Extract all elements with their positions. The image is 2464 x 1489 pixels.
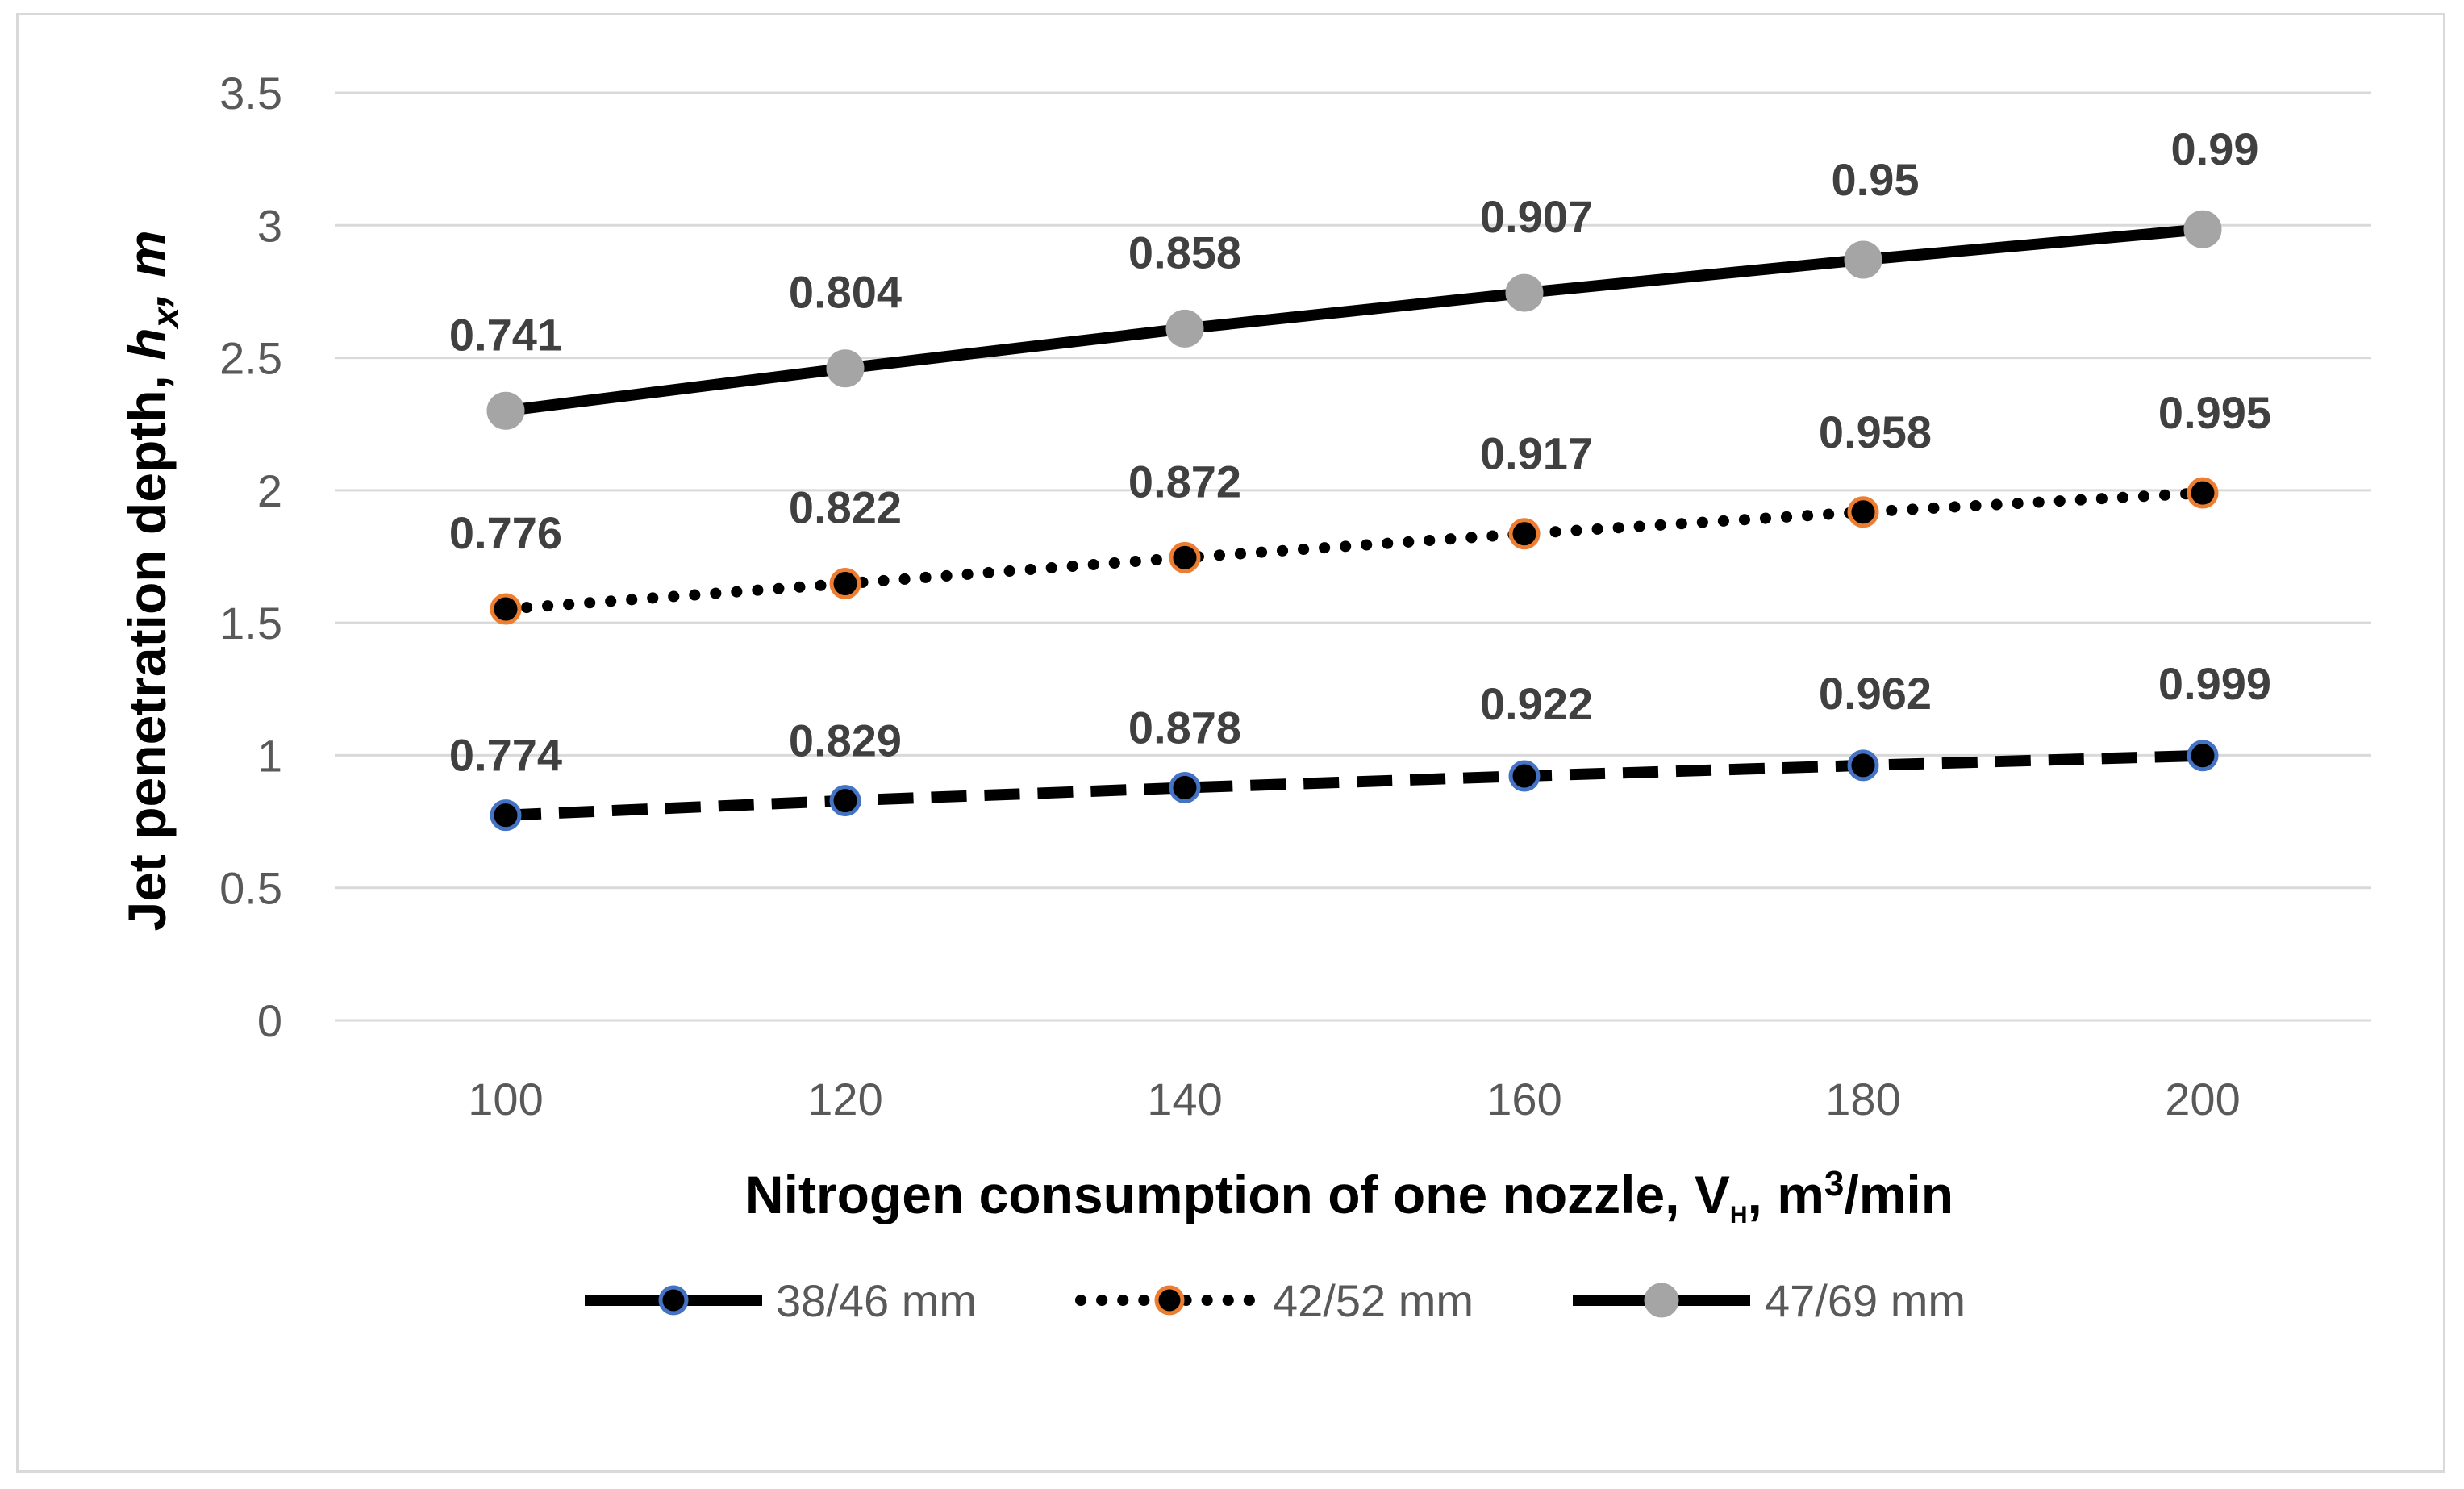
y-axis-ticks: 0 0.5 1 1.5 2 2.5 3 3.5 bbox=[219, 68, 282, 1046]
marker-s1-p4 bbox=[1847, 496, 1879, 528]
data-label-s0-p3: 0.922 bbox=[1480, 678, 1593, 729]
y-tick-label-0: 0 bbox=[257, 995, 282, 1046]
legend-label-42-52: 42/52 mm bbox=[1273, 1275, 1474, 1326]
y-tick-label-6: 3 bbox=[257, 200, 282, 251]
data-label-s2-p3: 0.907 bbox=[1480, 191, 1593, 242]
legend-label-38-46: 38/46 mm bbox=[776, 1275, 977, 1326]
data-label-s2-p2: 0.858 bbox=[1128, 227, 1241, 277]
marker-s2-p5 bbox=[2183, 210, 2222, 248]
gridlines bbox=[335, 91, 2371, 1022]
x-tick-label-1: 120 bbox=[807, 1074, 882, 1124]
marker-s1-p2 bbox=[1169, 541, 1201, 573]
marker-s0-p1 bbox=[829, 785, 861, 817]
series-line-2 bbox=[505, 223, 2203, 417]
data-label-s1-p2: 0.872 bbox=[1128, 456, 1241, 507]
x-tick-label-0: 100 bbox=[468, 1074, 543, 1124]
chart-frame bbox=[16, 13, 2445, 1473]
data-label-s1-p1: 0.822 bbox=[789, 482, 902, 533]
x-tick-label-3: 160 bbox=[1486, 1074, 1561, 1124]
legend-label-47-69: 47/69 mm bbox=[1765, 1275, 1966, 1326]
data-label-s1-p4: 0.958 bbox=[1819, 407, 1932, 457]
marker-s0-p5 bbox=[2187, 740, 2219, 772]
marker-s1-p0 bbox=[490, 593, 522, 625]
data-label-s2-p5: 0.99 bbox=[2171, 123, 2259, 174]
y-tick-label-3: 1.5 bbox=[219, 598, 282, 649]
marker-s1-p5 bbox=[2187, 477, 2219, 509]
data-label-s1-p3: 0.917 bbox=[1480, 428, 1593, 479]
legend-marker-47-69 bbox=[1644, 1283, 1679, 1318]
marker-s0-p3 bbox=[1508, 760, 1541, 792]
legend: 38/46 mm 42/52 mm 47/69 mm bbox=[585, 1275, 1966, 1326]
marker-s1-p1 bbox=[829, 568, 861, 600]
legend-item-38-46: 38/46 mm bbox=[585, 1275, 977, 1326]
data-label-s2-p0: 0.741 bbox=[449, 309, 562, 360]
series-line-0 bbox=[505, 749, 2203, 821]
marker-s1-p3 bbox=[1508, 518, 1541, 550]
series-lines bbox=[500, 223, 2208, 821]
legend-marker-38-46 bbox=[658, 1285, 689, 1316]
marker-s2-p0 bbox=[486, 391, 525, 430]
y-tick-label-2: 1 bbox=[257, 730, 282, 781]
x-tick-label-5: 200 bbox=[2165, 1074, 2240, 1124]
y-tick-label-5: 2.5 bbox=[219, 333, 282, 384]
marker-s0-p2 bbox=[1169, 772, 1201, 804]
y-tick-label-1: 0.5 bbox=[219, 863, 282, 914]
marker-s2-p4 bbox=[1844, 240, 1882, 279]
y-axis-title: Jet penetration depth, hx, m bbox=[117, 230, 186, 931]
data-label-s2-p4: 0.95 bbox=[1832, 154, 1920, 205]
marker-s2-p3 bbox=[1505, 273, 1544, 312]
data-labels: 0.774 0.829 0.878 0.922 0.962 0.999 0.776 0.822… bbox=[449, 123, 2271, 780]
series-line-1 bbox=[500, 487, 2208, 615]
marker-s2-p1 bbox=[826, 349, 865, 388]
data-label-s0-p5: 0.999 bbox=[2158, 658, 2271, 709]
data-label-s1-p5: 0.995 bbox=[2158, 387, 2271, 438]
x-tick-label-4: 180 bbox=[1825, 1074, 1900, 1124]
data-label-s1-p0: 0.776 bbox=[449, 507, 562, 558]
marker-s0-p0 bbox=[490, 799, 522, 832]
y-tick-label-4: 2 bbox=[257, 465, 282, 516]
data-label-s0-p1: 0.829 bbox=[789, 715, 902, 766]
data-label-s0-p2: 0.878 bbox=[1128, 703, 1241, 753]
x-axis-title: Nitrogen consumption of one nozzle, VH, … bbox=[745, 1164, 1953, 1228]
data-label-s2-p1: 0.804 bbox=[789, 267, 902, 318]
series-markers bbox=[486, 210, 2222, 832]
y-tick-label-7: 3.5 bbox=[219, 68, 282, 119]
marker-s0-p4 bbox=[1847, 749, 1879, 782]
x-tick-label-2: 140 bbox=[1147, 1074, 1222, 1124]
x-axis-ticks: 100 120 140 160 180 200 bbox=[468, 1074, 2240, 1124]
legend-item-42-52: 42/52 mm bbox=[1075, 1275, 1474, 1326]
data-label-s0-p0: 0.774 bbox=[449, 730, 562, 781]
legend-marker-42-52 bbox=[1154, 1285, 1185, 1316]
marker-s2-p2 bbox=[1165, 309, 1204, 348]
data-label-s0-p4: 0.962 bbox=[1819, 668, 1932, 719]
legend-item-47-69: 47/69 mm bbox=[1573, 1275, 1966, 1326]
